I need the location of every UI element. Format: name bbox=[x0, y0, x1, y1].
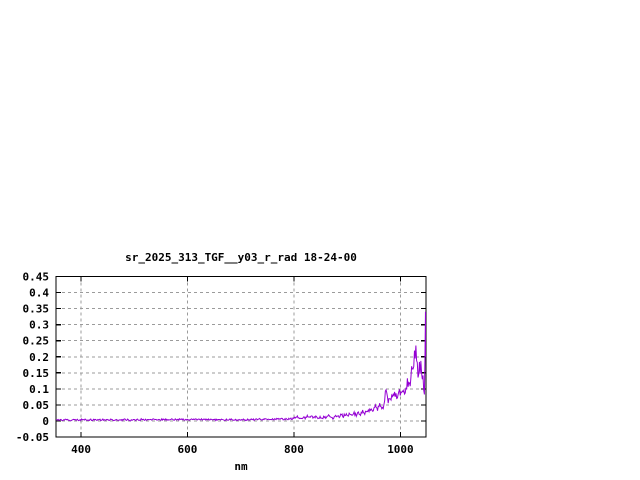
data-line-r_rad bbox=[56, 311, 426, 422]
y-tick-label: 0.35 bbox=[23, 303, 50, 316]
x-tick-label: 400 bbox=[71, 443, 91, 456]
y-tick-label: 0.1 bbox=[29, 383, 49, 396]
y-tick-label: 0.05 bbox=[23, 399, 50, 412]
x-axis-tick-labels: 400 600 800 1000 bbox=[71, 443, 414, 456]
x-tick-label: 800 bbox=[284, 443, 304, 456]
y-tick-label: 0.2 bbox=[29, 351, 49, 364]
y-tick-label: 0.3 bbox=[29, 319, 49, 332]
x-tick-label: 600 bbox=[178, 443, 198, 456]
y-tick-label: -0.05 bbox=[16, 431, 49, 444]
y-tick-label: 0.45 bbox=[23, 271, 50, 284]
y-tick-label: 0.25 bbox=[23, 335, 50, 348]
y-tick-label: 0.4 bbox=[29, 287, 49, 300]
gridlines bbox=[56, 276, 426, 437]
x-tick-label: 1000 bbox=[387, 443, 414, 456]
x-axis-label: nm bbox=[234, 460, 248, 473]
chart-title: sr_2025_313_TGF__y03_r_rad 18-24-00 bbox=[125, 251, 357, 264]
y-tick-label: 0 bbox=[42, 415, 49, 428]
y-tick-label: 0.15 bbox=[23, 367, 50, 380]
y-axis-tick-labels: -0.05 0 0.05 0.1 0.15 0.2 0.25 0.3 0.35 0.4 0.45 bbox=[16, 271, 49, 445]
data-series-group bbox=[56, 311, 426, 422]
